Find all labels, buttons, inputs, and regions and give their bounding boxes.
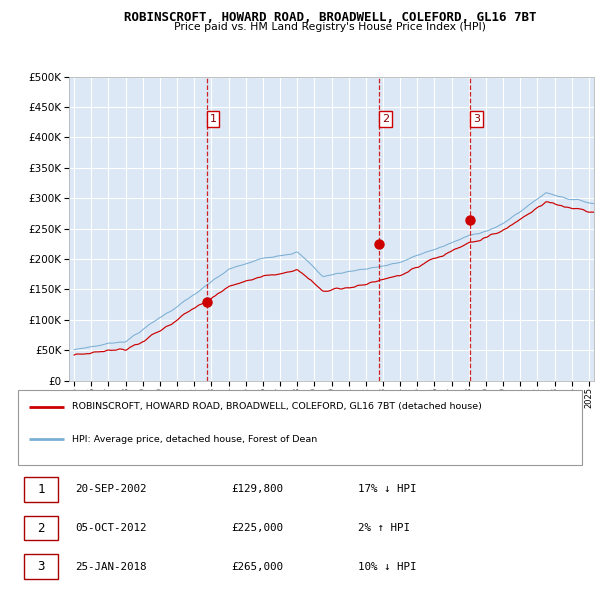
Text: HPI: Average price, detached house, Forest of Dean: HPI: Average price, detached house, Fore… xyxy=(73,435,318,444)
Text: £265,000: £265,000 xyxy=(231,562,283,572)
Text: ROBINSCROFT, HOWARD ROAD, BROADWELL, COLEFORD, GL16 7BT: ROBINSCROFT, HOWARD ROAD, BROADWELL, COL… xyxy=(124,11,536,24)
Text: 3: 3 xyxy=(37,560,44,573)
Text: £129,800: £129,800 xyxy=(231,484,283,494)
Text: 10% ↓ HPI: 10% ↓ HPI xyxy=(358,562,416,572)
Text: 2% ↑ HPI: 2% ↑ HPI xyxy=(358,523,410,533)
Text: 1: 1 xyxy=(209,114,217,124)
Text: Price paid vs. HM Land Registry's House Price Index (HPI): Price paid vs. HM Land Registry's House … xyxy=(174,22,486,32)
Bar xyxy=(23,477,58,502)
Bar xyxy=(18,389,582,465)
Text: 1: 1 xyxy=(37,483,44,496)
Text: ROBINSCROFT, HOWARD ROAD, BROADWELL, COLEFORD, GL16 7BT (detached house): ROBINSCROFT, HOWARD ROAD, BROADWELL, COL… xyxy=(73,402,482,411)
Text: 2: 2 xyxy=(382,114,389,124)
Text: 05-OCT-2012: 05-OCT-2012 xyxy=(76,523,147,533)
Text: 17% ↓ HPI: 17% ↓ HPI xyxy=(358,484,416,494)
Text: 3: 3 xyxy=(473,114,480,124)
Text: 25-JAN-2018: 25-JAN-2018 xyxy=(76,562,147,572)
Bar xyxy=(23,516,58,540)
Bar xyxy=(23,555,58,579)
Text: 20-SEP-2002: 20-SEP-2002 xyxy=(76,484,147,494)
Text: 2: 2 xyxy=(37,522,44,535)
Text: £225,000: £225,000 xyxy=(231,523,283,533)
